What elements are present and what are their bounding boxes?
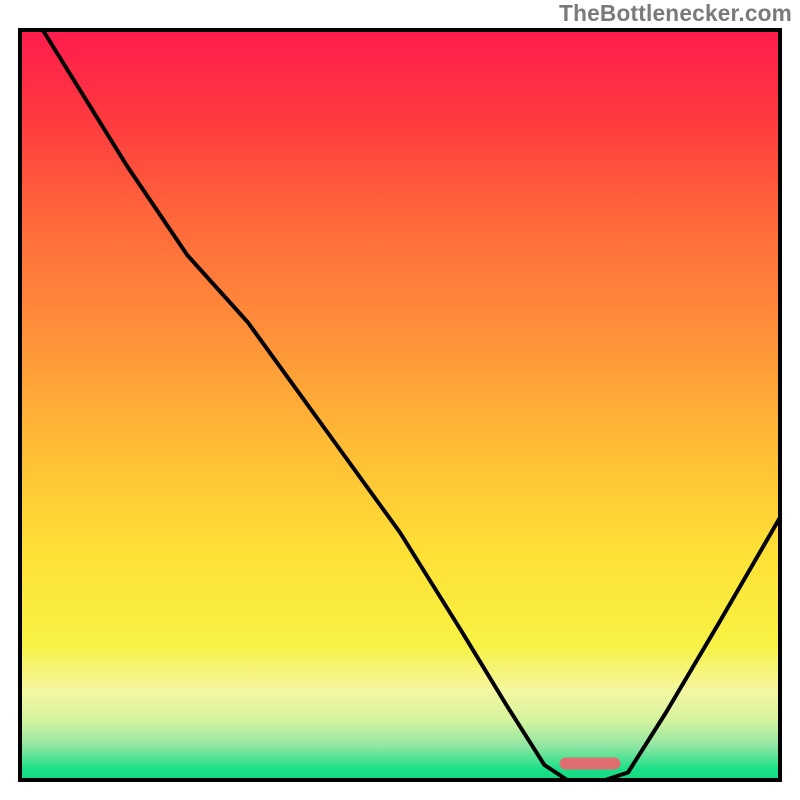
bottleneck-chart: TheBottlenecker.com bbox=[0, 0, 800, 800]
chart-svg bbox=[0, 0, 800, 800]
optimal-marker bbox=[560, 758, 621, 770]
watermark-text: TheBottlenecker.com bbox=[559, 0, 792, 27]
plot-background bbox=[20, 30, 780, 780]
